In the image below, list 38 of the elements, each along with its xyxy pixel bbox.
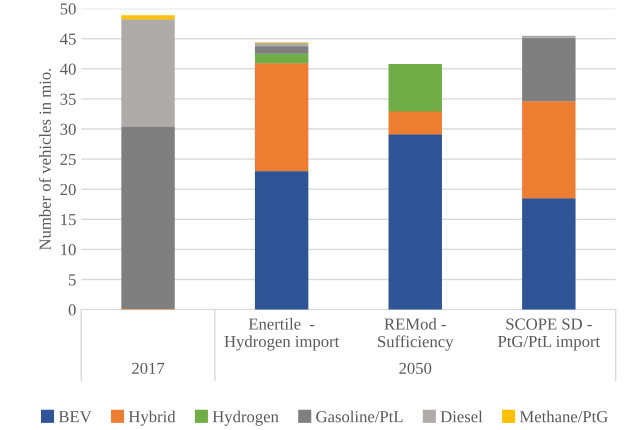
bar (522, 38, 576, 102)
bar (522, 198, 576, 310)
bar (254, 63, 308, 172)
y-axis-title: Number of vehicles in mio. (38, 68, 51, 250)
y-tick-label: 20 (60, 184, 76, 196)
text: 2050 (399, 362, 432, 374)
y-tick-label: 45 (60, 34, 76, 45)
bar (254, 42, 308, 47)
y-tick-label: 50 (60, 3, 76, 15)
legend-label: Hybrid (128, 410, 176, 426)
y-tick-label: 15 (61, 214, 76, 226)
legend-label: Hydrogen (212, 410, 279, 426)
x-tick-label: Enertile - Hydrogen import (224, 318, 340, 351)
legend-label: Diesel (440, 410, 482, 422)
y-tick-label: 40 (60, 64, 76, 75)
y-tick-label: 25 (60, 154, 76, 166)
bar (254, 46, 308, 54)
text: 2017 (132, 362, 164, 374)
bar (254, 54, 308, 64)
y-tick-label: 5 (69, 274, 76, 286)
legend-label: BEV (58, 411, 92, 422)
y-tick-label: 30 (60, 124, 76, 135)
bar (522, 36, 576, 38)
bar (388, 112, 442, 134)
legend-label: Methane/PtG (520, 410, 608, 422)
y-tick-label: 35 (60, 94, 76, 105)
y-tick-label: 0 (68, 304, 76, 316)
bar (522, 101, 576, 198)
bar (388, 64, 442, 112)
bar (121, 126, 175, 309)
bar (254, 171, 308, 310)
bar (121, 15, 175, 20)
legend-label: Gasoline/PtL (316, 410, 403, 422)
y-tick-label: 10 (61, 244, 76, 256)
x-tick-label: SCOPE SD - PtG/PtL import (498, 318, 600, 350)
bar (388, 134, 442, 310)
bar (121, 19, 175, 127)
x-tick-label: REMod - Sufficiency (378, 318, 454, 351)
